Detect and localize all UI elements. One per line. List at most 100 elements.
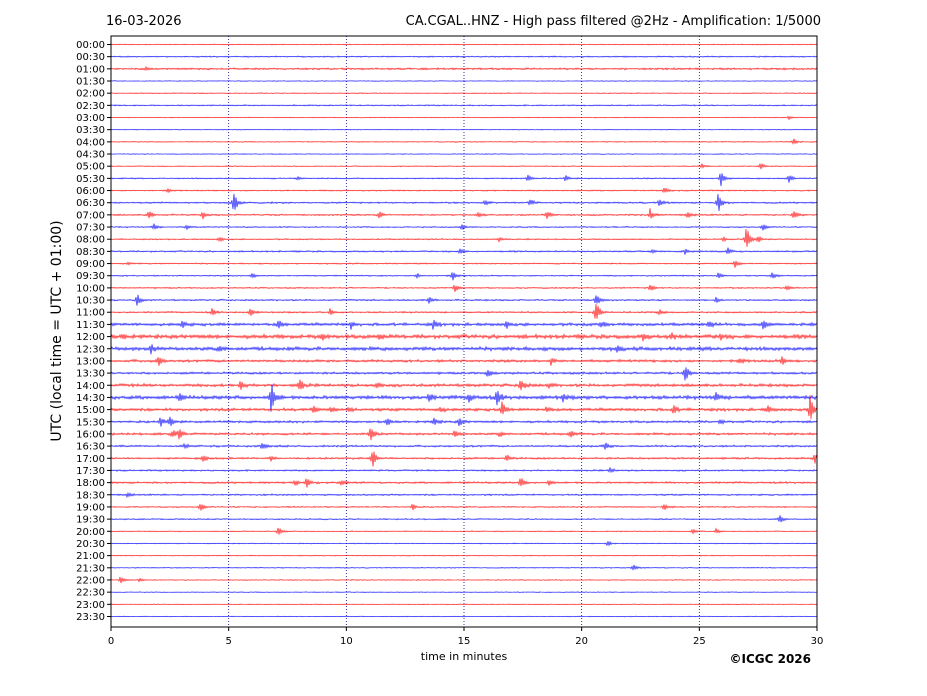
trace-row-2300 <box>110 603 818 606</box>
y-tick-label: 09:00 <box>76 259 105 270</box>
y-tick-label: 09:30 <box>76 271 105 282</box>
trace-row-1630 <box>110 442 818 450</box>
x-axis-ticks: 0 5 10 15 20 25 30 <box>108 627 824 647</box>
y-tick-label: 03:00 <box>76 113 105 124</box>
y-tick-label: 10:00 <box>76 283 105 294</box>
y-tick-label: 06:30 <box>76 198 105 209</box>
trace-row-2200 <box>110 576 818 584</box>
y-tick-label: 07:00 <box>76 210 105 221</box>
trace-row-1900 <box>110 503 818 511</box>
trace-row-0730 <box>110 223 818 231</box>
y-tick-label: 15:30 <box>76 417 105 428</box>
trace-row-0630 <box>110 193 818 212</box>
trace-row-1300 <box>110 356 818 366</box>
trace-row-1500 <box>110 395 818 420</box>
trace-row-0930 <box>110 272 818 281</box>
y-tick-label: 07:30 <box>76 223 105 234</box>
y-tick-label: 08:30 <box>76 247 105 258</box>
trace-row-1600 <box>110 428 818 441</box>
y-tick-label: 01:30 <box>76 77 105 88</box>
trace-row-0030 <box>110 55 818 58</box>
y-tick-label: 00:30 <box>76 52 105 63</box>
chart-title: CA.CGAL..HNZ - High pass filtered @2Hz -… <box>406 14 821 29</box>
y-tick-label: 00:00 <box>76 40 105 51</box>
y-tick-label: 12:30 <box>76 344 105 355</box>
trace-row-0530 <box>110 173 818 187</box>
trace-row-1000 <box>110 284 818 292</box>
y-tick-label: 05:30 <box>76 174 105 185</box>
trace-row-1830 <box>110 491 818 498</box>
y-axis-label: UTC (local time = UTC + 01:00) <box>49 220 65 441</box>
trace-row-1100 <box>110 303 818 319</box>
trace-row-1700 <box>110 451 818 467</box>
trace-row-0700 <box>110 208 818 220</box>
y-tick-label: 01:00 <box>76 64 105 75</box>
y-tick-label: 03:30 <box>76 125 105 136</box>
trace-row-1430 <box>110 383 818 412</box>
trace-row-2330 <box>110 615 818 618</box>
trace-row-1930 <box>110 515 818 523</box>
trace-row-1400 <box>110 379 818 391</box>
y-tick-label: 05:00 <box>76 162 105 173</box>
x-tick-label: 30 <box>811 636 824 647</box>
trace-row-0100 <box>110 65 818 72</box>
trace-row-0230 <box>110 104 818 107</box>
date-label: 16-03-2026 <box>106 14 182 29</box>
y-tick-label: 16:30 <box>76 442 105 453</box>
y-tick-label: 23:30 <box>76 612 105 623</box>
y-tick-label: 23:00 <box>76 600 105 611</box>
y-tick-label: 02:30 <box>76 101 105 112</box>
trace-row-0400 <box>110 138 818 145</box>
y-tick-label: 18:30 <box>76 490 105 501</box>
y-tick-label: 14:00 <box>76 381 105 392</box>
y-tick-label: 18:00 <box>76 478 105 489</box>
trace-row-0130 <box>110 80 818 82</box>
vertical-gridlines <box>228 36 700 627</box>
trace-row-1800 <box>110 478 818 488</box>
trace-row-1530 <box>110 416 818 427</box>
y-tick-label: 06:00 <box>76 186 105 197</box>
trace-row-0300 <box>110 115 818 121</box>
y-tick-label: 17:30 <box>76 466 105 477</box>
trace-row-2100 <box>110 554 818 557</box>
y-tick-label: 04:00 <box>76 137 105 148</box>
y-tick-label: 13:00 <box>76 356 105 367</box>
y-tick-label: 04:30 <box>76 150 105 161</box>
trace-row-0500 <box>110 163 818 170</box>
y-tick-label: 15:00 <box>76 405 105 416</box>
trace-row-1730 <box>110 467 818 474</box>
y-tick-label: 19:30 <box>76 515 105 526</box>
x-tick-label: 5 <box>225 636 231 647</box>
plot-frame <box>110 35 818 628</box>
trace-row-2230 <box>110 591 818 593</box>
trace-row-2030 <box>110 540 818 547</box>
trace-row-1230 <box>110 344 818 355</box>
trace-row-0330 <box>110 128 818 131</box>
trace-row-1130 <box>110 319 818 330</box>
y-tick-label: 21:30 <box>76 563 105 574</box>
trace-row-0600 <box>110 187 818 194</box>
y-tick-label: 02:00 <box>76 89 105 100</box>
trace-row-0800 <box>110 228 818 247</box>
trace-row-2130 <box>110 564 818 571</box>
x-tick-label: 15 <box>458 636 471 647</box>
x-tick-label: 20 <box>575 636 588 647</box>
x-tick-label: 25 <box>693 636 706 647</box>
y-tick-label: 11:30 <box>76 320 105 331</box>
x-tick-label: 0 <box>108 636 114 647</box>
y-tick-label: 19:00 <box>76 502 105 513</box>
seismic-traces <box>110 43 818 618</box>
y-tick-label: 13:30 <box>76 369 105 380</box>
trace-row-0000 <box>110 43 818 46</box>
trace-row-0430 <box>110 153 818 155</box>
y-tick-label: 10:30 <box>76 296 105 307</box>
y-tick-label: 12:00 <box>76 332 105 343</box>
copyright-label: ©ICGC 2026 <box>729 652 811 666</box>
trace-row-0200 <box>110 92 818 95</box>
y-tick-label: 20:30 <box>76 539 105 550</box>
y-tick-label: 21:00 <box>76 551 105 562</box>
y-tick-label: 17:00 <box>76 454 105 465</box>
y-tick-label: 14:30 <box>76 393 105 404</box>
